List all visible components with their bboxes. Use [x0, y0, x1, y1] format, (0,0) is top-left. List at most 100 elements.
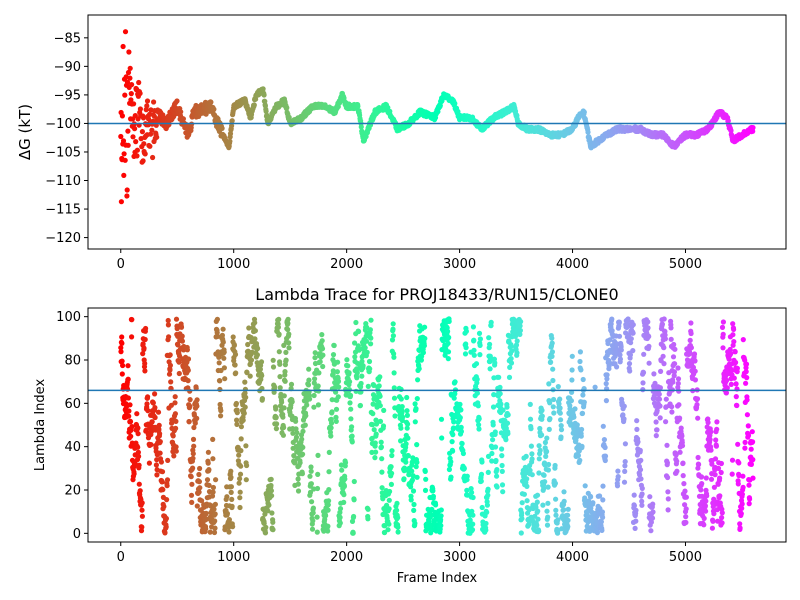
lambda-panel: Lambda Trace for PROJ18433/RUN15/CLONE0 …	[33, 285, 787, 586]
lambda-point	[550, 366, 556, 372]
lambda-point	[577, 358, 583, 365]
lambda-point	[692, 358, 698, 364]
lambda-point	[549, 349, 556, 355]
delta-g-point	[358, 124, 364, 130]
lambda-point	[707, 437, 713, 443]
lambda-point	[196, 489, 202, 495]
lambda-point	[214, 330, 220, 336]
lambda-point	[601, 437, 608, 443]
lambda-point	[729, 368, 735, 374]
lambda-point	[229, 503, 235, 509]
lambda-point	[648, 519, 655, 525]
lambda-point	[464, 487, 470, 493]
lambda-point	[617, 352, 623, 358]
delta-g-point	[122, 92, 128, 98]
lambda-point	[650, 501, 656, 507]
lambda-point	[345, 363, 351, 369]
lambda-point	[207, 529, 213, 535]
delta-g-y-ticks: −120−115−110−105−100−95−90−85	[45, 31, 88, 246]
lambda-point	[259, 373, 265, 379]
lambda-point	[497, 391, 503, 397]
lambda-point	[376, 383, 382, 389]
lambda-point	[390, 333, 396, 339]
delta-g-point	[219, 125, 225, 131]
lambda-point	[446, 318, 452, 324]
lambda-point	[299, 471, 305, 477]
lambda-point	[120, 362, 126, 369]
lambda-point	[352, 340, 358, 346]
delta-g-point	[725, 118, 731, 124]
lambda-point	[300, 451, 306, 457]
lambda-point	[145, 408, 151, 414]
lambda-point	[523, 453, 529, 459]
lambda-point	[351, 513, 357, 520]
delta-g-point	[260, 86, 266, 92]
lambda-point	[545, 484, 551, 490]
lambda-point	[386, 506, 392, 512]
lambda-point	[485, 469, 491, 475]
lambda-point	[630, 330, 636, 336]
lambda-point	[536, 470, 542, 476]
lambda-point	[745, 423, 751, 429]
lambda-point	[633, 518, 639, 524]
lambda-point	[179, 338, 185, 344]
lambda-point	[675, 380, 681, 387]
lambda-point	[490, 422, 496, 428]
lambda-point	[152, 391, 158, 397]
lambda-point	[125, 395, 131, 401]
lambda-point	[682, 488, 688, 494]
lambda-point	[719, 520, 725, 526]
lambda-point	[281, 393, 287, 399]
lambda-point	[307, 473, 313, 479]
delta-g-point	[211, 106, 217, 112]
lambda-point	[519, 500, 525, 506]
lambda-point	[664, 442, 670, 448]
lambda-point	[561, 498, 567, 504]
lambda-point	[405, 435, 411, 441]
lambda-point	[406, 472, 412, 478]
lambda-point	[216, 360, 222, 366]
lambda-point	[337, 520, 343, 526]
lambda-point	[381, 407, 387, 413]
lambda-point	[388, 464, 394, 470]
lambda-point	[658, 368, 664, 374]
lambda-point	[627, 352, 634, 358]
lambda-point	[701, 515, 707, 522]
lambda-point	[210, 456, 216, 462]
lambda-point	[555, 384, 561, 390]
lambda-point	[203, 526, 209, 532]
lambda-point	[349, 439, 355, 445]
lambda-x-ticks: 0 1000 2000 3000 4000 5000	[117, 542, 702, 565]
lambda-point	[497, 384, 503, 390]
lambda-point	[547, 416, 553, 422]
lambda-point	[316, 370, 322, 376]
lambda-point	[742, 357, 748, 363]
lambda-point	[569, 377, 575, 383]
lambda-point	[649, 515, 656, 521]
lambda-point	[653, 433, 659, 439]
lambda-point	[709, 525, 716, 531]
lambda-point	[645, 325, 651, 331]
lambda-point	[542, 479, 548, 485]
lambda-point	[221, 355, 227, 361]
lambda-point	[277, 361, 283, 367]
lambda-point	[315, 402, 321, 408]
lambda-point	[487, 366, 493, 372]
lambda-point	[236, 480, 242, 486]
delta-g-point	[142, 151, 148, 157]
lambda-point	[156, 422, 162, 428]
lambda-point	[478, 471, 485, 477]
lambda-point	[682, 502, 688, 508]
lambda-point	[500, 407, 506, 413]
lambda-point	[661, 316, 667, 322]
lambda-point	[194, 415, 200, 421]
lambda-point	[150, 400, 156, 406]
lambda-point	[418, 357, 424, 363]
lambda-point	[703, 508, 709, 514]
lambda-point	[543, 453, 549, 459]
delta-g-point	[144, 98, 151, 104]
delta-g-point	[128, 91, 134, 97]
lambda-point	[204, 477, 211, 483]
lambda-point	[241, 410, 247, 416]
